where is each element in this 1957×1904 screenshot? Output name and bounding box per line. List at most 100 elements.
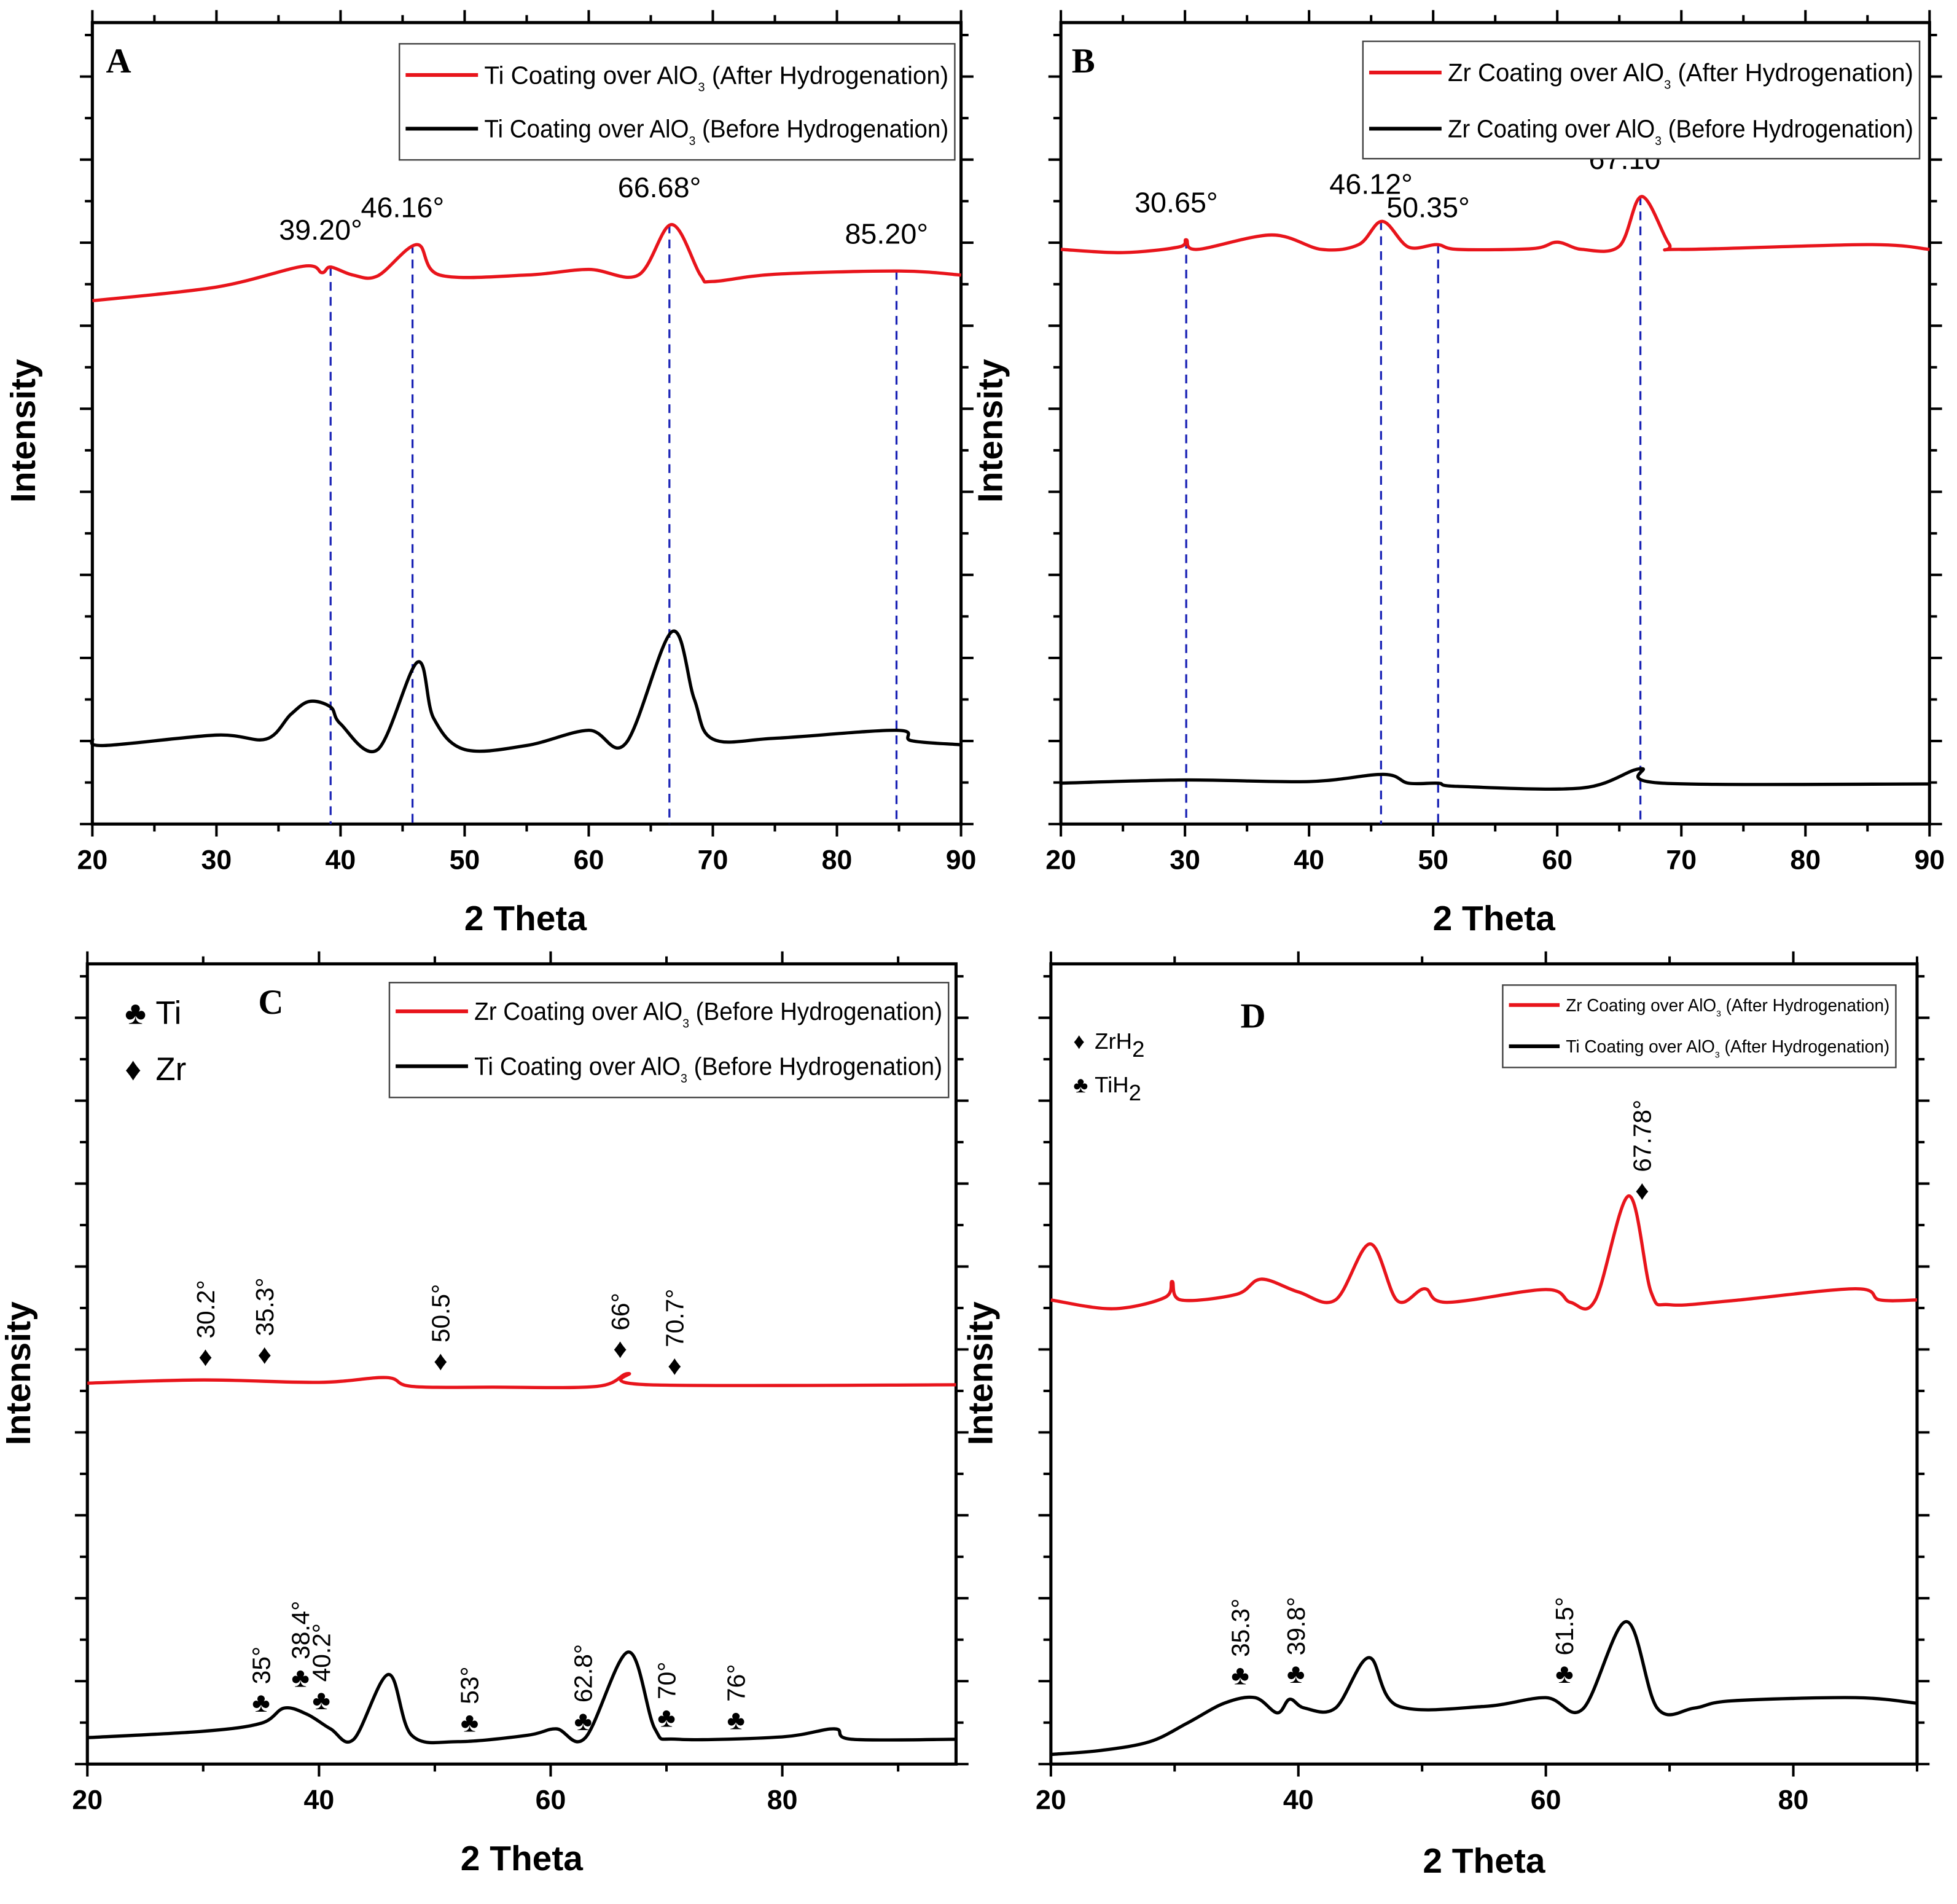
- club-marker-icon: ♣: [1555, 1659, 1573, 1689]
- series-line-black: [1061, 767, 1930, 791]
- series-line-red: [1050, 1194, 1918, 1310]
- marker-label: 39.8°: [1282, 1597, 1310, 1655]
- legend: Ti Coating over AlO3 (After Hydrogenatio…: [398, 43, 956, 161]
- legend-label: Ti Coating over AlO3 (Before Hydrogenati…: [484, 115, 948, 148]
- club-marker-icon: ♣: [574, 1706, 592, 1736]
- marker-label: 70°: [652, 1662, 681, 1699]
- legend-label: Zr Coating over AlO3 (After Hydrogenatio…: [1566, 996, 1889, 1019]
- symbol-legend-subscript: 2: [1132, 1036, 1144, 1062]
- panel-letter: B: [1072, 42, 1095, 80]
- panel-letter: C: [258, 983, 283, 1022]
- x-tick-label: 40: [326, 845, 356, 875]
- diamond-marker-icon: ♦: [198, 1342, 213, 1372]
- legend-label: Zr Coating over AlO3 (After Hydrogenatio…: [1448, 58, 1913, 92]
- club-marker-icon: ♣: [657, 1703, 675, 1733]
- legend-subscript: 3: [1715, 1050, 1720, 1060]
- club-marker-icon: ♣: [1231, 1661, 1249, 1691]
- legend-subscript: 3: [1655, 135, 1662, 148]
- x-tick-label: 60: [536, 1785, 566, 1815]
- legend-text: (After Hydrogenation): [705, 61, 949, 89]
- legend-box: [388, 982, 950, 1099]
- x-axis-title: 2 Theta: [1423, 1841, 1545, 1881]
- marker-label: 76°: [722, 1664, 750, 1701]
- x-tick-label: 40: [1294, 845, 1324, 875]
- club-marker-icon: ♣: [292, 1663, 310, 1693]
- legend-label: Zr Coating over AlO3 (Before Hydrogenati…: [1448, 115, 1913, 148]
- legend-text: (After Hydrogenation): [1720, 1037, 1890, 1057]
- x-tick-label: 40: [303, 1785, 334, 1815]
- x-tick-label: 60: [574, 845, 604, 875]
- diamond-legend-icon: ♦: [125, 1051, 141, 1087]
- symbol-legend-text: Zr: [155, 1051, 186, 1087]
- marker-label: 67.78°: [1628, 1100, 1657, 1172]
- legend-text: Zr Coating over AlO: [1448, 58, 1664, 87]
- x-axis-title: 2 Theta: [461, 1839, 583, 1878]
- x-tick-label: 80: [822, 845, 853, 875]
- legend-text: Ti Coating over AlO: [484, 61, 698, 89]
- symbol-legend-label: Zr: [155, 1051, 186, 1087]
- peak-label: 50.35°: [1386, 191, 1470, 223]
- peak-label: 30.65°: [1135, 187, 1218, 219]
- legend-text: Ti Coating over AlO: [484, 115, 689, 143]
- club-marker-icon: ♣: [1287, 1659, 1305, 1689]
- marker-label: 40.2°: [307, 1623, 335, 1682]
- x-tick-label: 20: [77, 845, 108, 875]
- symbol-legend-label: ZrH2: [1095, 1028, 1144, 1062]
- y-axis-title: Intensity: [971, 359, 1010, 503]
- series-line-black: [1050, 1620, 1918, 1757]
- plot-frame: [85, 962, 958, 1766]
- legend-label: Zr Coating over AlO3 (Before Hydrogenati…: [474, 997, 942, 1030]
- legend-subscript: 3: [681, 1072, 687, 1086]
- x-axis-title: 2 Theta: [1433, 899, 1555, 938]
- marker-label: 35°: [247, 1647, 275, 1684]
- x-tick-label: 60: [1542, 845, 1572, 875]
- panel-letter: D: [1240, 997, 1265, 1035]
- diamond-marker-icon: ♦: [1635, 1175, 1649, 1205]
- panel-d: 20 40 60 80 2 Theta Intensity D ♦ 67.78° ♣ 35.3° ♣ 3…: [961, 951, 1930, 1881]
- marker-label: 66°: [606, 1293, 635, 1330]
- club-marker-icon: ♣: [461, 1707, 479, 1737]
- legend-subscript: 3: [689, 135, 696, 148]
- legend: Zr Coating over AlO 3 (Before Hydrogenati…: [388, 982, 950, 1099]
- peak-label: 85.20°: [845, 217, 928, 249]
- legend-text: (Before Hydrogenation): [687, 1052, 942, 1081]
- legend-text: (Before Hydrogenation): [695, 115, 948, 143]
- symbol-legend-label: Ti: [155, 995, 181, 1031]
- series-line-red: [87, 1372, 956, 1390]
- marker-label: 30.2°: [192, 1280, 220, 1338]
- x-tick-label: 90: [946, 845, 977, 875]
- club-marker-icon: ♣: [252, 1688, 270, 1718]
- x-tick-label: 70: [698, 845, 729, 875]
- series-line-red: [92, 222, 961, 303]
- series-line-black: [87, 1650, 956, 1745]
- legend-text: Ti Coating over AlO: [1566, 1037, 1715, 1057]
- x-tick-label: 90: [1914, 845, 1945, 875]
- series-line-red: [1060, 195, 1930, 254]
- marker-label: 38.4°: [286, 1601, 314, 1659]
- peak-label: 46.12°: [1329, 168, 1413, 200]
- legend-subscript: 3: [1716, 1009, 1721, 1019]
- legend-text: (After Hydrogenation): [1671, 58, 1913, 87]
- symbol-legend-text: TiH: [1095, 1072, 1129, 1097]
- legend-text: Zr Coating over AlO: [474, 997, 682, 1025]
- symbol-legend-subscript: 2: [1129, 1080, 1141, 1105]
- x-tick-label: 70: [1666, 845, 1697, 875]
- marker-label: 35.3°: [1226, 1599, 1254, 1657]
- y-axis-title: Intensity: [0, 1301, 38, 1445]
- x-tick-label: 30: [201, 845, 232, 875]
- panel-a: 20 30 40 50 60 70 80 90 2 Theta Intensity A 39.20°4…: [4, 10, 977, 938]
- legend: Zr Coating over AlO 3 (After Hydrogenatio…: [1362, 41, 1921, 160]
- marker-label: 50.5°: [427, 1284, 455, 1342]
- peak-label: 39.20°: [279, 214, 362, 246]
- x-tick-label: 60: [1531, 1785, 1561, 1815]
- legend-text: Zr Coating over AlO: [1566, 996, 1716, 1016]
- peak-label: 66.68°: [618, 171, 701, 203]
- club-marker-icon: ♣: [312, 1685, 330, 1715]
- peak-label: 46.16°: [361, 191, 445, 223]
- club-legend-icon: ♣: [125, 995, 146, 1031]
- club-marker-icon: ♣: [727, 1706, 744, 1736]
- x-tick-label: 80: [1790, 845, 1821, 875]
- diamond-marker-icon: ♦: [613, 1334, 627, 1364]
- y-axis-title: Intensity: [4, 359, 43, 503]
